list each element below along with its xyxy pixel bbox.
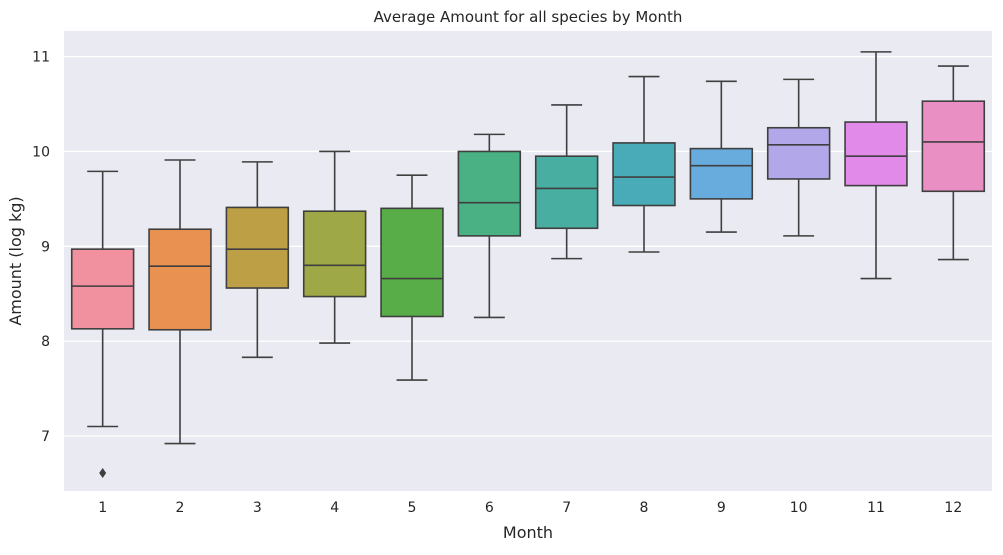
box-month-6	[457, 133, 522, 319]
iqr-box	[380, 207, 444, 318]
y-tick-label: 10	[32, 144, 50, 160]
x-tick-label: 10	[790, 500, 808, 516]
y-tick-labels: 7 8 9 10 11	[32, 50, 50, 445]
outlier-point	[99, 467, 107, 478]
iqr-box	[225, 206, 290, 289]
box-month-9	[689, 80, 754, 233]
iqr-box	[612, 142, 676, 207]
x-tick-label: 3	[253, 500, 262, 516]
x-tick-label: 8	[640, 500, 649, 516]
x-tick-label: 6	[485, 500, 494, 516]
box-month-10	[766, 78, 831, 237]
x-tick-label: 4	[330, 500, 339, 516]
iqr-box	[302, 210, 367, 298]
y-tick-label: 8	[41, 334, 50, 350]
box-month-3	[225, 161, 290, 359]
iqr-box	[70, 248, 135, 330]
box-month-5	[380, 174, 444, 381]
x-axis-label: Month	[503, 523, 553, 542]
iqr-box	[921, 100, 986, 193]
box-series	[70, 51, 986, 478]
y-tick-label: 7	[41, 429, 50, 445]
x-tick-label: 1	[98, 500, 107, 516]
y-tick-label: 11	[32, 50, 50, 66]
x-tick-label: 12	[944, 500, 962, 516]
chart-title: Average Amount for all species by Month	[374, 8, 683, 26]
box-month-7	[534, 104, 599, 260]
y-tick-label: 9	[41, 239, 50, 255]
box-month-11	[844, 51, 908, 280]
iqr-box	[766, 126, 831, 180]
y-axis-label: Amount (log kg)	[6, 196, 25, 325]
x-tick-label: 11	[867, 500, 885, 516]
x-tick-labels: 1 2 3 4 5 6 7 8 9 10 11 12	[98, 500, 962, 516]
gridlines	[64, 55, 992, 437]
x-tick-label: 9	[717, 500, 726, 516]
iqr-box	[457, 150, 522, 237]
box-month-8	[612, 75, 676, 253]
x-tick-label: 5	[408, 500, 417, 516]
box-month-12	[921, 65, 986, 261]
box-month-1	[70, 170, 135, 478]
box-month-4	[302, 150, 367, 344]
plot-background	[64, 31, 992, 491]
iqr-box	[844, 121, 908, 187]
x-tick-label: 7	[562, 500, 571, 516]
iqr-box	[689, 147, 754, 200]
iqr-box	[148, 228, 212, 331]
x-tick-label: 2	[176, 500, 185, 516]
iqr-box	[534, 155, 599, 230]
box-month-2	[148, 159, 212, 445]
